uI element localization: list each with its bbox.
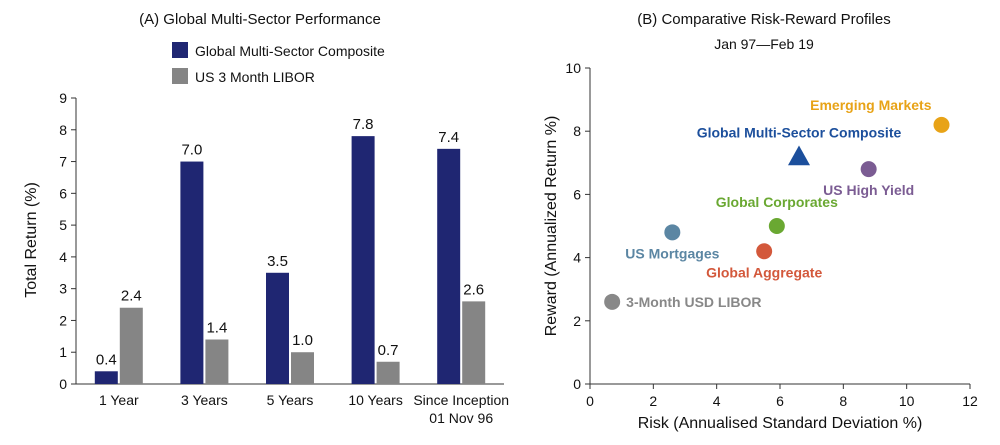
bar-chart-y-tick-label: 1 [59,344,67,360]
bar-data-label: 1.4 [206,320,227,337]
scatter-point-global-aggregate [756,243,773,260]
scatter-chart-x-tick-label: 2 [649,393,657,409]
scatter-point-label: Global Corporates [716,194,838,210]
bar-chart-y-tick-label: 7 [59,154,67,170]
bar-composite [266,272,289,384]
bar-data-label: 7.8 [353,116,374,133]
bar-libor [291,352,314,384]
scatter-point-label: Global Multi-Sector Composite [697,124,902,140]
scatter-chart-x-tick-label: 8 [839,393,847,409]
scatter-chart-plot: 0 2 4 6 8 10 0 2 4 6 8 10 12 Emerging Markets Global M… [565,60,978,409]
bar-chart-category-label: 10 Years [348,392,403,408]
bar-composite [437,148,461,384]
legend-swatch-libor [172,68,188,84]
bar-data-label: 7.4 [438,129,459,146]
scatter-chart-y-tick-label: 4 [573,250,581,266]
bar-chart-category-label: 1 Year [99,392,139,408]
bar-data-label: 0.4 [96,351,117,368]
scatter-chart-y-tick-label: 6 [573,186,581,202]
scatter-point-global-multi-sector-composite [788,145,810,166]
scatter-chart-y-tick-label: 2 [573,313,581,329]
scatter-point-global-corporates [768,218,785,234]
bar-composite [180,161,204,384]
bar-chart-y-tick-label: 0 [59,376,67,392]
bar-libor [376,361,400,384]
bar-chart-category-label: 5 Years [267,392,314,408]
bar-chart-category-label: 3 Years [181,392,228,408]
scatter-chart-x-axis-title: Risk (Annualised Standard Deviation %) [638,415,923,432]
legend-label-libor: US 3 Month LIBOR [195,69,315,85]
bar-chart-y-tick-label: 8 [59,122,67,138]
scatter-chart-subtitle: Jan 97—Feb 19 [714,36,814,52]
legend-label-composite: Global Multi-Sector Composite [195,43,385,59]
bar-data-label: 1.0 [292,332,313,349]
bar-data-label: 0.7 [378,342,399,359]
scatter-point-label: 3-Month USD LIBOR [626,294,761,310]
scatter-chart-x-tick-label: 12 [962,393,978,409]
scatter-chart-y-tick-label: 0 [573,376,581,392]
bar-chart-plot: 0 1 2 3 4 5 6 7 8 9 0.4 2.4 1 Year 7.0 1.4 3 Years 3.5 1.… [59,90,509,426]
bar-chart-y-tick-label: 5 [59,217,67,233]
bar-chart-title: (A) Global Multi-Sector Performance [139,11,381,28]
bar-chart-y-tick-label: 2 [59,312,67,328]
scatter-point-label: Emerging Markets [810,97,932,113]
bar-data-label: 2.6 [463,281,484,298]
bar-data-label: 7.0 [181,142,202,159]
bar-chart-y-axis-title: Total Return (%) [23,182,40,298]
scatter-chart-x-tick-label: 10 [899,393,915,409]
bar-libor [119,307,143,384]
legend-swatch-composite [172,42,188,58]
scatter-chart-y-axis-title: Reward (Annualized Return %) [543,116,560,337]
scatter-point-label: Global Aggregate [706,264,822,280]
bar-chart-y-tick-label: 4 [59,249,67,265]
bar-libor [205,339,229,384]
scatter-chart-x-tick-label: 0 [586,393,594,409]
bar-chart-category-label: Since Inception [413,392,509,408]
scatter-chart-y-tick-label: 10 [565,60,581,76]
scatter-chart-y-tick-label: 8 [573,123,581,139]
bar-chart-y-tick-label: 6 [59,185,67,201]
scatter-point-label: US High Yield [823,182,914,198]
scatter-chart-x-tick-label: 6 [776,393,784,409]
bar-chart-y-tick-label: 3 [59,281,67,297]
bar-libor [462,301,486,384]
bar-composite [94,371,118,384]
bar-chart-y-tick-label: 9 [59,90,67,106]
scatter-point-us-mortgages [664,224,681,241]
bar-data-label: 2.4 [121,288,142,305]
scatter-point-3-month-usd-libor [604,293,621,310]
scatter-chart-title: (B) Comparative Risk-Reward Profiles [637,11,890,28]
bar-composite [351,136,375,384]
scatter-chart-x-tick-label: 4 [713,393,721,409]
scatter-point-emerging-markets [933,116,950,133]
scatter-point-label: US Mortgages [625,245,719,261]
bar-chart-category-label: 01 Nov 96 [429,410,493,426]
scatter-point-us-high-yield [860,161,877,178]
bar-data-label: 3.5 [267,253,288,270]
